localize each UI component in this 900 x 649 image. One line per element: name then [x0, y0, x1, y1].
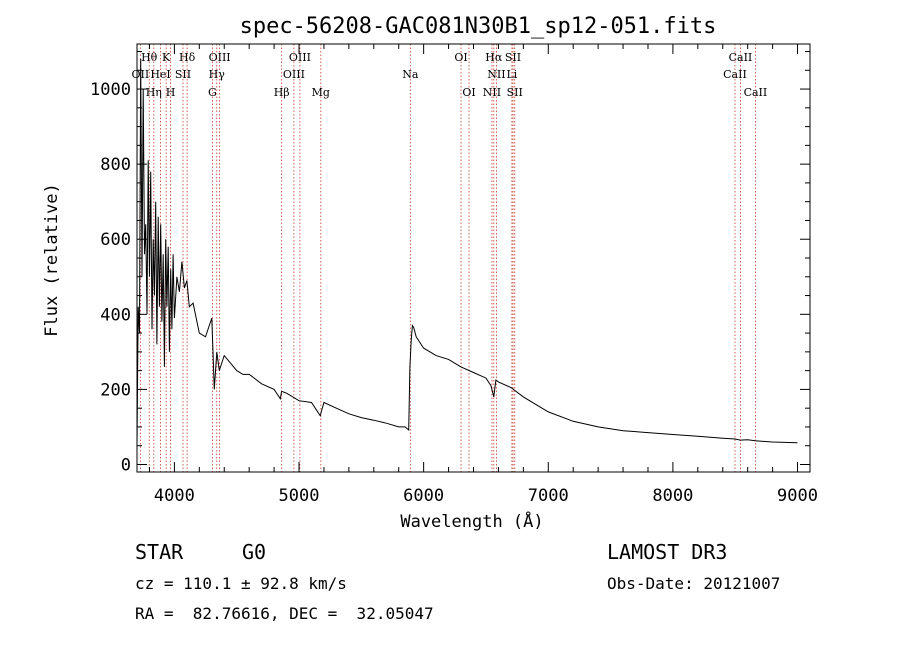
x-tick-label: 9000 [777, 486, 818, 506]
x-tick-label: 4000 [154, 486, 195, 506]
spectral-line-label: Na [402, 68, 419, 81]
x-tick-label: 5000 [279, 486, 320, 506]
spectral-line-label: CaII [723, 68, 747, 81]
observation-date: Obs-Date: 20121007 [607, 574, 781, 593]
y-tick-label: 0 [121, 455, 131, 475]
spectral-line-label: NII [483, 86, 501, 99]
redshift-velocity: cz = 110.1 ± 92.8 km/s [135, 574, 347, 593]
spectral-line-label: Hγ [209, 68, 226, 81]
x-axis-label: Wavelength (Å) [400, 510, 543, 532]
spectral-line-label: SII [507, 86, 523, 99]
y-axis-label: Flux (relative) [42, 183, 62, 337]
y-tick-label: 200 [100, 380, 131, 400]
spectral-line-label: SII [505, 51, 521, 64]
spectral-line-label: OIII [283, 68, 305, 81]
y-tick-label: 800 [100, 155, 131, 175]
tick-labels: 4000 5000 6000 7000 8000 9000 0 200 400 600 800 100… [90, 80, 818, 506]
spectral-line-label: CaII [729, 51, 753, 64]
spectral-line-label: G [208, 86, 217, 99]
coordinates: RA = 82.76616, DEC = 32.05047 [135, 604, 434, 623]
object-class: STAR [135, 540, 184, 564]
spectral-line-label: Li [506, 68, 517, 81]
spectral-line-label: OI [462, 86, 475, 99]
spectral-line-label: OI [454, 51, 467, 64]
object-subclass: G0 [242, 540, 267, 564]
spectral-line-label: NII [487, 68, 505, 81]
spectral-line-label: SII [175, 68, 191, 81]
y-tick-label: 600 [100, 230, 131, 250]
spectral-line-markers [139, 44, 756, 472]
spectral-line-label: HeI [150, 68, 170, 81]
spectral-line-label: H [166, 86, 176, 99]
x-tick-label: 8000 [652, 486, 693, 506]
spectral-line-label: Hδ [179, 51, 196, 64]
spectral-line-label: Hθ [141, 51, 158, 64]
y-tick-label: 400 [100, 305, 131, 325]
spectral-line-label: OII [132, 68, 150, 81]
spectral-line-label: Hα [485, 51, 503, 64]
chart-title: spec-56208-GAC081N30B1_sp12-051.fits [240, 14, 717, 39]
spectral-line-label: CaII [744, 86, 768, 99]
spectral-line-label: OIII [289, 51, 311, 64]
spectral-line-label: K [162, 51, 171, 64]
plot-frame [136, 43, 811, 473]
spectral-line-label: Mg [312, 86, 330, 99]
spectrum-line [136, 58, 798, 446]
spectral-line-label: OIII [209, 51, 231, 64]
spectral-line-label: Hβ [274, 86, 290, 99]
axis-ticks [137, 44, 810, 472]
x-tick-label: 7000 [528, 486, 569, 506]
survey-name: LAMOST DR3 [607, 540, 728, 564]
x-tick-label: 6000 [403, 486, 444, 506]
y-tick-label: 1000 [90, 80, 131, 100]
spectral-line-label: Hη [146, 86, 162, 99]
